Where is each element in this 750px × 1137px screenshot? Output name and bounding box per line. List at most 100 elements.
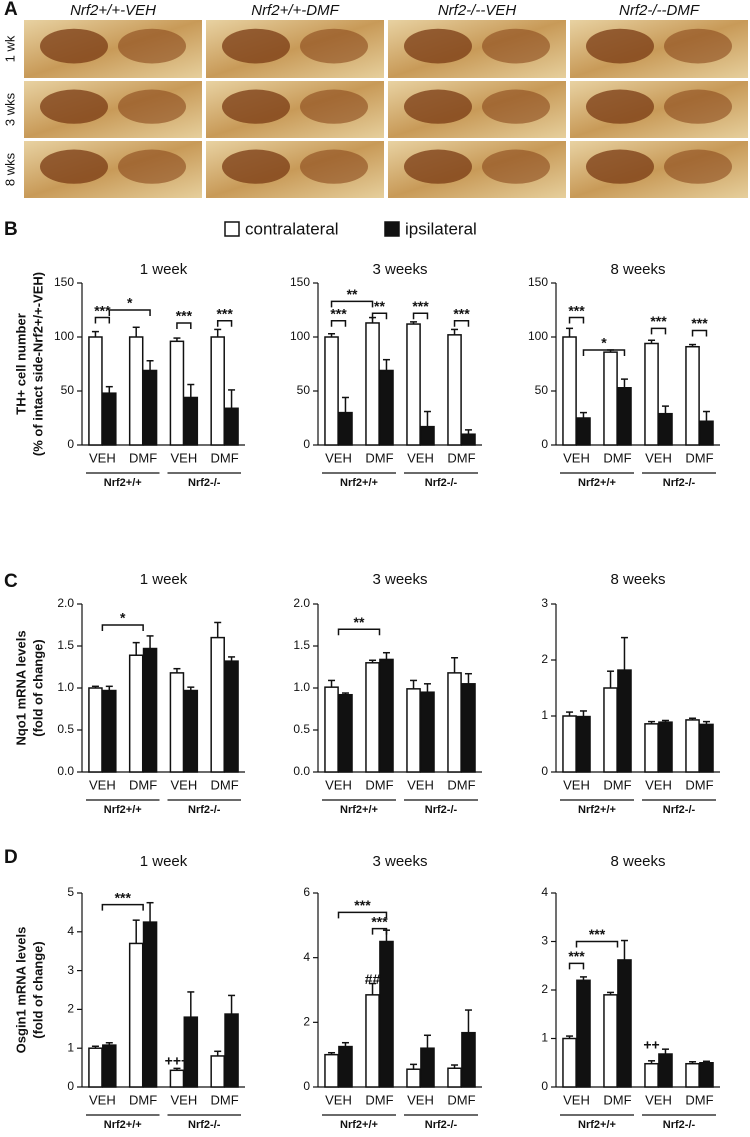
- y-axis-label: Osgin1 mRNA levels: [13, 927, 28, 1054]
- y-tick-label: 150: [528, 275, 548, 289]
- bar: [603, 687, 618, 773]
- stained-region: [222, 89, 290, 124]
- significance-label: ***: [589, 926, 606, 942]
- group-label: Nrf2-/-: [188, 804, 221, 816]
- x-tick-label: VEH: [563, 1092, 590, 1107]
- bar: [420, 691, 435, 773]
- panel-letter: B: [4, 219, 18, 240]
- bar: [338, 1045, 353, 1088]
- stained-region: [222, 28, 290, 64]
- bar: [603, 994, 618, 1088]
- stained-region: [300, 89, 368, 124]
- group-label: Nrf2-/-: [663, 804, 696, 816]
- significance-label: ***: [330, 306, 347, 322]
- bar: [562, 1037, 577, 1088]
- x-tick-label: VEH: [407, 777, 434, 792]
- y-tick-label: 3: [541, 596, 548, 610]
- y-tick-label: 0: [303, 437, 310, 451]
- bar: [685, 1062, 700, 1088]
- bar: [447, 672, 462, 773]
- y-tick-label: 0: [303, 1079, 310, 1093]
- bar: [224, 660, 239, 773]
- significance-label: ***: [412, 298, 429, 314]
- group-label: Nrf2-/-: [425, 804, 458, 816]
- y-tick-label: 4: [541, 885, 548, 899]
- y-tick-label: 4: [303, 950, 310, 964]
- significance-bracket: [101, 624, 144, 631]
- x-tick-label: DMF: [447, 1092, 475, 1107]
- y-tick-label: 0: [67, 1079, 74, 1093]
- bar: [169, 340, 185, 446]
- y-tick-label: 2: [541, 982, 548, 996]
- y-tick-label: 3: [67, 963, 74, 977]
- bar: [685, 345, 700, 446]
- significance-bracket: [337, 628, 381, 636]
- chart-title: 3 weeks: [372, 261, 427, 278]
- y-axis-label: TH+ cell number: [13, 313, 28, 415]
- bar: [644, 1062, 659, 1088]
- bar: [365, 662, 380, 773]
- bar: [699, 1062, 714, 1088]
- column-label: Nrf2-/--VEH: [438, 2, 517, 19]
- bar: [128, 942, 144, 1088]
- chart-title: 8 weeks: [610, 261, 665, 278]
- bar: [406, 1068, 421, 1088]
- x-tick-label: VEH: [407, 450, 434, 465]
- significance-bracket: [575, 940, 619, 948]
- significance-bracket: [568, 962, 585, 970]
- bar: [324, 686, 339, 773]
- significance-bracket: [691, 329, 708, 337]
- bar: [406, 688, 421, 773]
- bar: [183, 689, 199, 773]
- bar: [576, 715, 591, 773]
- x-tick-label: VEH: [325, 1092, 352, 1107]
- bar: [562, 715, 577, 773]
- significance-bracket: [453, 320, 470, 327]
- group-label: Nrf2+/+: [578, 804, 616, 816]
- y-tick-label: 1.0: [293, 680, 310, 694]
- y-axis-label: Nqo1 mRNA levels: [13, 630, 28, 745]
- bar: [576, 417, 591, 446]
- group-label: Nrf2+/+: [104, 1119, 142, 1131]
- y-tick-label: 1: [541, 1031, 548, 1045]
- column-label: Nrf2+/+-VEH: [70, 2, 156, 19]
- significance-label: ***: [115, 889, 132, 905]
- row-label: 3 wks: [2, 92, 17, 126]
- y-tick-label: 6: [303, 885, 310, 899]
- significance-label: **: [374, 298, 385, 314]
- y-tick-label: 0.5: [57, 722, 74, 736]
- significance-bracket: [330, 320, 347, 327]
- bar: [210, 636, 225, 773]
- stained-region: [586, 89, 654, 124]
- bar: [379, 940, 394, 1088]
- chart-title: 8 weeks: [610, 571, 665, 588]
- y-tick-label: 150: [54, 275, 74, 289]
- significance-label: *: [601, 335, 607, 351]
- panel-letter: A: [4, 0, 18, 20]
- bar: [338, 411, 353, 446]
- x-tick-label: DMF: [685, 450, 713, 465]
- significance-label: ***: [691, 315, 708, 331]
- x-tick-label: DMF: [365, 777, 393, 792]
- legend-swatch: [224, 221, 240, 237]
- y-tick-label: 0.0: [293, 764, 310, 778]
- bar: [658, 1053, 673, 1088]
- stained-region: [482, 28, 550, 64]
- significance-label: ***: [216, 306, 233, 322]
- x-tick-label: VEH: [645, 1092, 672, 1107]
- x-tick-label: VEH: [563, 450, 590, 465]
- stained-region: [404, 89, 472, 124]
- y-tick-label: 3: [541, 934, 548, 948]
- x-tick-label: VEH: [645, 777, 672, 792]
- significance-bracket: [337, 911, 388, 919]
- y-tick-label: 1: [67, 1040, 74, 1054]
- y-tick-label: 100: [290, 329, 310, 343]
- x-tick-label: DMF: [365, 450, 393, 465]
- bar: [102, 689, 117, 773]
- x-tick-label: VEH: [407, 1092, 434, 1107]
- group-label: Nrf2+/+: [578, 477, 616, 489]
- bar: [644, 342, 659, 446]
- significance-bracket: [101, 903, 144, 911]
- significance-label: ##: [365, 971, 381, 987]
